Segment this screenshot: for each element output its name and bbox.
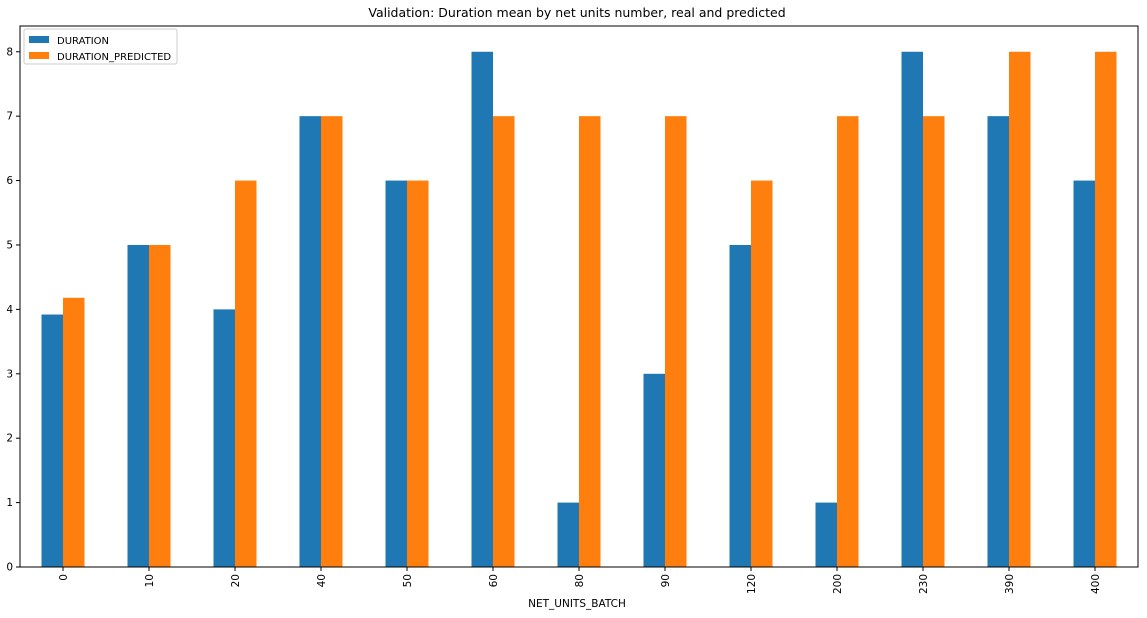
y-tick-label: 1	[6, 497, 13, 509]
bar-duration-80	[557, 502, 579, 567]
bar-duration-230	[901, 51, 923, 567]
y-tick-label: 8	[6, 46, 13, 58]
bar-duration-predicted-200	[837, 116, 859, 568]
y-tick-label: 6	[6, 175, 13, 187]
bar-duration-60	[471, 51, 493, 567]
x-tick-label: 50	[402, 574, 414, 587]
bar-duration-400	[1073, 180, 1095, 567]
legend: DURATION DURATION_PREDICTED	[23, 28, 178, 65]
legend-swatch-duration-predicted	[29, 52, 49, 59]
bar-duration-predicted-20	[235, 180, 257, 567]
bar-duration-90	[643, 373, 665, 567]
bar-duration-390	[987, 116, 1009, 568]
y-tick-label: 5	[6, 239, 13, 251]
x-tick-label: 200	[832, 574, 844, 594]
bar-duration-0	[41, 314, 63, 567]
legend-label-duration-predicted: DURATION_PREDICTED	[57, 52, 171, 63]
x-tick-label: 40	[316, 574, 328, 587]
bar-duration-50	[385, 180, 407, 567]
x-tick-label: 10	[144, 574, 156, 587]
bar-duration-200	[815, 502, 837, 567]
y-tick-label: 3	[6, 368, 13, 380]
x-tick-label: 120	[746, 574, 758, 594]
y-tick-label: 7	[6, 111, 13, 123]
x-tick-label: 20	[230, 574, 242, 587]
bar-duration-120	[729, 244, 751, 568]
bar-duration-predicted-120	[751, 180, 773, 567]
bar-duration-predicted-90	[665, 116, 687, 568]
chart-title: Validation: Duration mean by net units n…	[368, 5, 785, 20]
x-tick-label: 390	[1004, 574, 1016, 594]
bar-duration-predicted-80	[579, 116, 601, 568]
bar-duration-predicted-60	[493, 116, 515, 568]
x-tick-label: 80	[574, 574, 586, 587]
legend-swatch-duration	[29, 36, 49, 43]
y-tick-label: 4	[6, 304, 13, 316]
x-tick-label: 90	[660, 574, 672, 587]
bar-duration-predicted-390	[1009, 51, 1031, 567]
y-tick-label: 0	[6, 562, 13, 574]
y-tick-label: 2	[6, 433, 13, 445]
bar-duration-predicted-400	[1095, 51, 1117, 567]
x-tick-label: 400	[1090, 574, 1102, 594]
bar-duration-predicted-0	[63, 297, 85, 567]
bar-duration-20	[213, 309, 235, 567]
bar-duration-40	[299, 116, 321, 568]
x-axis-label: NET_UNITS_BATCH	[528, 598, 626, 610]
legend-label-duration: DURATION	[57, 36, 109, 47]
bar-duration-predicted-10	[149, 244, 171, 568]
x-tick-label: 0	[58, 574, 70, 581]
x-tick-label: 60	[488, 574, 500, 587]
bar-duration-predicted-50	[407, 180, 429, 567]
bar-duration-predicted-40	[321, 116, 343, 568]
legend-box	[23, 28, 178, 65]
bar-duration-predicted-230	[923, 116, 945, 568]
x-tick-label: 230	[918, 574, 930, 594]
bar-duration-10	[127, 244, 149, 568]
